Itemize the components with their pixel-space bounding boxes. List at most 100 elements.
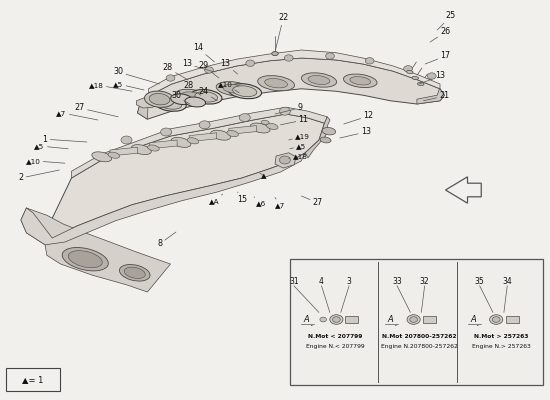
Text: N.Mot 207800-257262: N.Mot 207800-257262: [382, 334, 456, 339]
Text: ▲7: ▲7: [275, 198, 285, 208]
Text: 24: 24: [199, 88, 217, 101]
Ellipse shape: [233, 86, 257, 96]
Text: 32: 32: [420, 276, 430, 286]
Text: Engine N.< 207799: Engine N.< 207799: [306, 344, 365, 349]
Text: 9: 9: [275, 104, 302, 114]
Text: ▲A: ▲A: [209, 194, 223, 204]
Text: ▲10: ▲10: [218, 81, 239, 93]
Ellipse shape: [211, 130, 230, 140]
Ellipse shape: [258, 76, 294, 91]
Ellipse shape: [320, 137, 331, 143]
Polygon shape: [148, 50, 440, 96]
Text: .: .: [310, 318, 314, 328]
Text: 28: 28: [183, 82, 201, 95]
Ellipse shape: [187, 138, 199, 144]
Text: ▲5: ▲5: [35, 143, 68, 149]
Circle shape: [284, 55, 293, 61]
Polygon shape: [446, 177, 481, 203]
Text: A: A: [388, 315, 393, 324]
Circle shape: [239, 114, 250, 122]
Text: .: .: [476, 318, 480, 328]
FancyBboxPatch shape: [6, 368, 60, 391]
Text: ▲= 1: ▲= 1: [22, 375, 43, 384]
Ellipse shape: [308, 76, 330, 84]
Text: ▲18: ▲18: [289, 153, 308, 159]
Text: 17: 17: [425, 52, 450, 64]
Polygon shape: [72, 107, 327, 178]
Circle shape: [121, 136, 132, 144]
Ellipse shape: [343, 74, 377, 88]
Circle shape: [205, 67, 213, 73]
Ellipse shape: [216, 82, 251, 96]
Ellipse shape: [145, 91, 174, 107]
Circle shape: [326, 53, 334, 59]
Ellipse shape: [417, 82, 424, 86]
Ellipse shape: [412, 76, 419, 80]
Text: 22: 22: [275, 14, 288, 52]
Text: A: A: [304, 315, 310, 324]
Text: 30: 30: [113, 68, 160, 84]
Ellipse shape: [108, 152, 120, 158]
Polygon shape: [275, 153, 296, 168]
Ellipse shape: [124, 267, 145, 278]
Text: 8: 8: [157, 232, 176, 248]
Circle shape: [410, 317, 417, 322]
Polygon shape: [189, 133, 217, 142]
Circle shape: [330, 315, 343, 324]
Ellipse shape: [350, 77, 371, 85]
Text: N.Mot < 207799: N.Mot < 207799: [308, 334, 362, 339]
Circle shape: [199, 121, 210, 129]
Text: 28: 28: [163, 64, 188, 80]
Ellipse shape: [322, 128, 335, 135]
Text: 35: 35: [475, 276, 485, 286]
Polygon shape: [21, 153, 305, 245]
Text: ▲10: ▲10: [25, 158, 65, 164]
Ellipse shape: [182, 92, 201, 100]
Ellipse shape: [223, 84, 245, 93]
Text: 1: 1: [42, 135, 87, 144]
Text: 2: 2: [18, 170, 59, 182]
Text: 30: 30: [171, 92, 190, 104]
Polygon shape: [150, 140, 177, 149]
Ellipse shape: [170, 94, 192, 104]
Circle shape: [407, 315, 420, 324]
Polygon shape: [21, 208, 171, 292]
Text: ▲6: ▲6: [254, 197, 266, 206]
Polygon shape: [229, 126, 256, 134]
Text: 3: 3: [346, 276, 351, 286]
Text: 13: 13: [419, 72, 445, 84]
Text: 4: 4: [319, 276, 324, 286]
Text: A: A: [470, 315, 476, 324]
Text: 29: 29: [199, 62, 219, 78]
Text: 27: 27: [75, 104, 118, 117]
Ellipse shape: [250, 123, 270, 133]
Ellipse shape: [119, 264, 150, 281]
Text: N.Mot > 257263: N.Mot > 257263: [475, 334, 529, 339]
FancyBboxPatch shape: [290, 259, 543, 385]
Polygon shape: [305, 117, 330, 158]
Text: 15: 15: [237, 192, 247, 204]
Text: 31: 31: [289, 276, 299, 286]
Ellipse shape: [266, 123, 278, 130]
Ellipse shape: [406, 70, 413, 74]
Text: ▲18: ▲18: [89, 82, 132, 91]
Text: 34: 34: [502, 276, 512, 286]
Ellipse shape: [195, 92, 218, 102]
Text: Engine N.> 257263: Engine N.> 257263: [472, 344, 531, 349]
Text: 13: 13: [182, 60, 214, 72]
Ellipse shape: [228, 84, 262, 99]
Ellipse shape: [62, 248, 108, 271]
Circle shape: [320, 317, 327, 322]
Ellipse shape: [265, 78, 288, 88]
Text: 27: 27: [301, 196, 323, 207]
Text: 21: 21: [424, 92, 449, 101]
Circle shape: [166, 75, 175, 81]
Ellipse shape: [155, 97, 186, 111]
Ellipse shape: [301, 73, 337, 87]
Circle shape: [246, 60, 255, 66]
Circle shape: [427, 73, 436, 79]
Text: .: .: [394, 318, 397, 328]
Text: ▲5: ▲5: [290, 143, 306, 149]
Circle shape: [404, 66, 412, 72]
FancyBboxPatch shape: [505, 316, 519, 323]
